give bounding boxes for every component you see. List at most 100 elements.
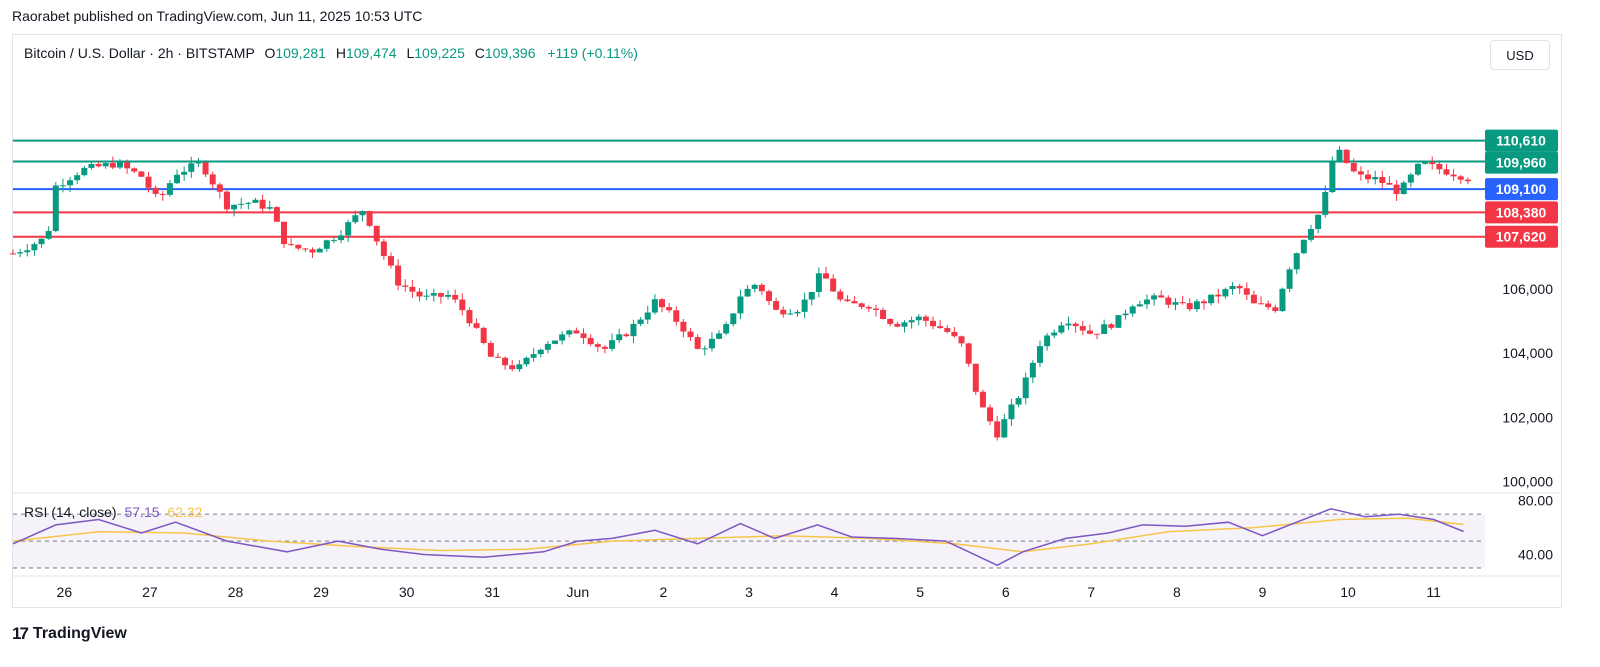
candle xyxy=(580,328,587,344)
candle-body xyxy=(1222,289,1229,297)
candle xyxy=(1222,287,1229,299)
candle xyxy=(1165,295,1172,309)
time-tick-label: 28 xyxy=(228,584,244,600)
candle-body xyxy=(395,265,402,286)
candle-body xyxy=(1372,177,1379,180)
candle xyxy=(109,156,116,170)
candle-body xyxy=(437,293,444,297)
candle xyxy=(773,297,780,311)
candle xyxy=(216,182,223,199)
candle-body xyxy=(252,199,259,203)
candle-body xyxy=(951,331,958,337)
candle-body xyxy=(894,323,901,327)
candle-body xyxy=(644,312,651,320)
candle xyxy=(1115,315,1122,328)
candle-body xyxy=(794,311,801,314)
candle xyxy=(1350,158,1357,173)
candle xyxy=(922,314,929,327)
candle xyxy=(238,197,245,209)
candle xyxy=(1001,413,1008,439)
candle-body xyxy=(609,340,616,349)
candle-body xyxy=(152,187,159,194)
candle-body xyxy=(701,348,708,350)
candle-body xyxy=(1357,171,1364,175)
candle-body xyxy=(1265,303,1272,308)
candle-body xyxy=(1179,302,1186,304)
candle xyxy=(794,309,801,317)
candle xyxy=(658,298,665,313)
candle xyxy=(552,340,559,345)
candle xyxy=(188,156,195,178)
candle xyxy=(523,356,530,367)
candle xyxy=(67,177,74,193)
candle xyxy=(1172,298,1179,311)
candle xyxy=(430,288,437,302)
candle-body xyxy=(1115,315,1122,328)
candle-body xyxy=(972,363,979,392)
candle xyxy=(81,165,88,177)
candle xyxy=(609,333,616,352)
candle-body xyxy=(1136,304,1143,307)
candle xyxy=(1108,322,1115,330)
candle xyxy=(281,221,288,248)
candle xyxy=(1143,294,1150,310)
candle xyxy=(880,307,887,320)
candle-body xyxy=(423,295,430,297)
candle xyxy=(1079,320,1086,336)
candle-body xyxy=(231,204,238,210)
candle-body xyxy=(544,343,551,350)
candle-body xyxy=(758,284,765,292)
candle-body xyxy=(1457,176,1464,180)
candle xyxy=(416,288,423,302)
candle xyxy=(1008,398,1015,426)
time-tick-label: 26 xyxy=(57,584,73,600)
candle-body xyxy=(658,299,665,308)
candle xyxy=(1457,174,1464,185)
currency-button[interactable]: USD xyxy=(1490,40,1550,70)
time-tick-label: 10 xyxy=(1340,584,1356,600)
candle-body xyxy=(1022,377,1029,399)
candle xyxy=(887,317,894,327)
candle-body xyxy=(915,316,922,321)
candle-body xyxy=(601,346,608,349)
candle xyxy=(138,170,145,178)
candle-body xyxy=(509,365,516,370)
candle-body xyxy=(1065,323,1072,326)
candle xyxy=(1393,180,1400,201)
level-lines xyxy=(13,139,1485,238)
candle-body xyxy=(273,207,280,222)
candle xyxy=(174,169,181,185)
candle xyxy=(466,307,473,327)
candle xyxy=(1158,290,1165,298)
candle-body xyxy=(1151,295,1158,300)
candle xyxy=(145,171,152,193)
candle-body xyxy=(416,291,423,297)
candle-body xyxy=(166,183,173,195)
candle xyxy=(195,157,202,168)
tradingview-logo[interactable]: 17 TradingView xyxy=(12,624,127,644)
candle-body xyxy=(1101,324,1108,334)
candle xyxy=(559,331,566,345)
candle xyxy=(45,226,52,240)
candle-body xyxy=(181,171,188,175)
rsi-legend[interactable]: RSI (14, close) 57.15 62.32 xyxy=(24,504,202,520)
candle-body xyxy=(309,249,316,253)
candle xyxy=(623,332,630,338)
price-tick-label: 102,000 xyxy=(1502,409,1553,425)
candle-body xyxy=(1108,324,1115,328)
candle-body xyxy=(1044,335,1051,347)
symbol-title[interactable]: Bitcoin / U.S. Dollar · 2h · BITSTAMP xyxy=(24,45,255,61)
candle xyxy=(801,292,808,319)
candle-body xyxy=(1279,288,1286,312)
candle-body xyxy=(765,291,772,302)
candle-body xyxy=(801,299,808,312)
candle-body xyxy=(316,248,323,253)
candle-body xyxy=(744,288,751,297)
candle-body xyxy=(1307,228,1314,240)
candle-body xyxy=(1322,192,1329,215)
candle xyxy=(765,289,772,306)
candle xyxy=(423,289,430,301)
candle xyxy=(1258,296,1265,305)
candle xyxy=(1036,340,1043,367)
